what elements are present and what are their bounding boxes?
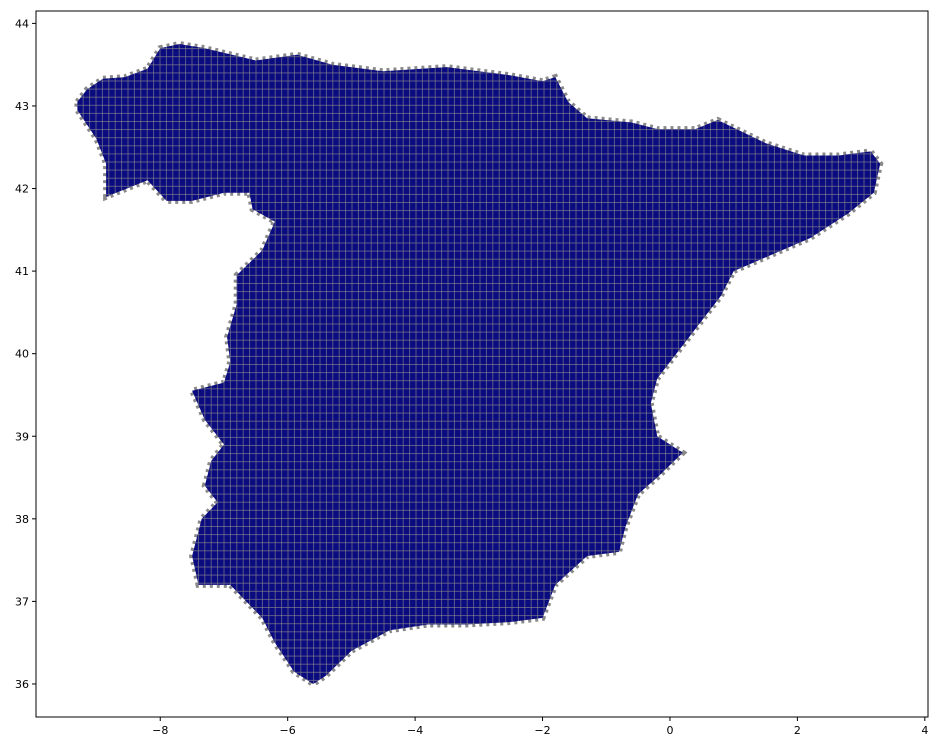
x-tick-label: −6 [280, 724, 296, 737]
y-tick-label: 43 [15, 100, 29, 113]
x-tick-label: −2 [534, 724, 550, 737]
x-tick-label: −8 [152, 724, 168, 737]
y-axis: 36 37 38 39 40 41 42 43 44 [15, 17, 36, 691]
plot-area [74, 40, 884, 688]
axes-frame [35, 10, 929, 718]
x-tick-label: −4 [407, 724, 423, 737]
y-tick-label: 40 [15, 348, 29, 361]
x-tick-label: 0 [666, 724, 673, 737]
x-tick-label: 4 [921, 724, 928, 737]
y-tick-label: 42 [15, 183, 29, 196]
y-tick-label: 39 [15, 430, 29, 443]
y-tick-label: 38 [15, 513, 29, 526]
y-tick-label: 37 [15, 595, 29, 608]
grid-cells [77, 44, 881, 684]
y-tick-label: 36 [15, 678, 29, 691]
x-axis: −8 −6 −4 −2 0 2 4 [152, 717, 928, 737]
y-tick-label: 44 [15, 17, 29, 30]
y-tick-label: 41 [15, 265, 29, 278]
x-tick-label: 2 [794, 724, 801, 737]
